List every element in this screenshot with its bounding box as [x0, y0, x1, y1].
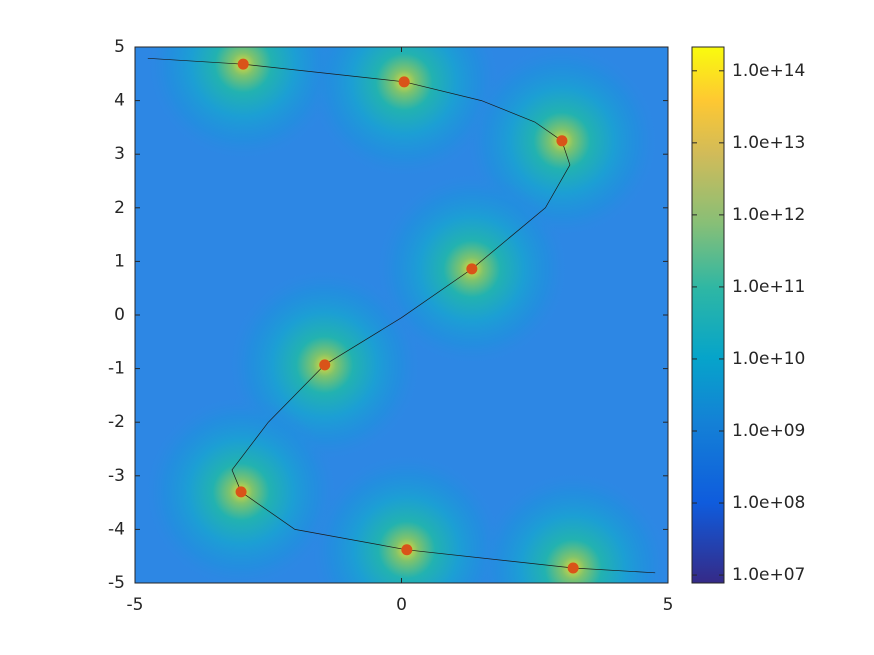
point: [398, 76, 410, 88]
colorbar-tick-label: 1.0e+09: [732, 421, 805, 441]
curve: [147, 57, 656, 574]
y-tick-label: 4: [114, 91, 125, 111]
field-peak: [309, 47, 500, 177]
colorbar-tick-label: 1.0e+08: [732, 493, 805, 513]
point: [567, 562, 579, 574]
field-peak: [148, 47, 339, 160]
y-tick-label: -3: [108, 466, 125, 486]
y-tick-label: 5: [114, 37, 125, 57]
y-tick-label: 1: [114, 251, 125, 271]
y-tick-label: -5: [108, 573, 125, 593]
colorbar: [691, 46, 725, 584]
point: [466, 263, 478, 275]
colorbar-tick-label: 1.0e+11: [732, 277, 805, 297]
marks: [147, 57, 656, 574]
field-peak: [478, 473, 668, 583]
point: [235, 486, 247, 498]
x-tick-label: 5: [663, 595, 674, 615]
colorbar-tick-label: 1.0e+13: [732, 133, 805, 153]
y-tick-label: 0: [114, 305, 125, 325]
y-tick-label: 2: [114, 198, 125, 218]
colorbar-tick-label: 1.0e+07: [732, 565, 805, 585]
colorbar-tick-label: 1.0e+10: [732, 349, 805, 369]
colorbar-tick-label: 1.0e+14: [732, 61, 805, 81]
colorbar-tick-label: 1.0e+12: [732, 205, 805, 225]
point: [401, 544, 413, 556]
y-tick-label: -2: [108, 412, 125, 432]
point: [237, 58, 249, 70]
y-tick-label: -4: [108, 519, 125, 539]
point: [556, 135, 568, 147]
field-peak: [311, 454, 502, 583]
x-tick-label: 0: [396, 595, 407, 615]
y-tick-label: 3: [114, 144, 125, 164]
x-tick-label: -5: [127, 595, 144, 615]
point: [319, 359, 331, 371]
y-tick-label: -1: [108, 359, 125, 379]
